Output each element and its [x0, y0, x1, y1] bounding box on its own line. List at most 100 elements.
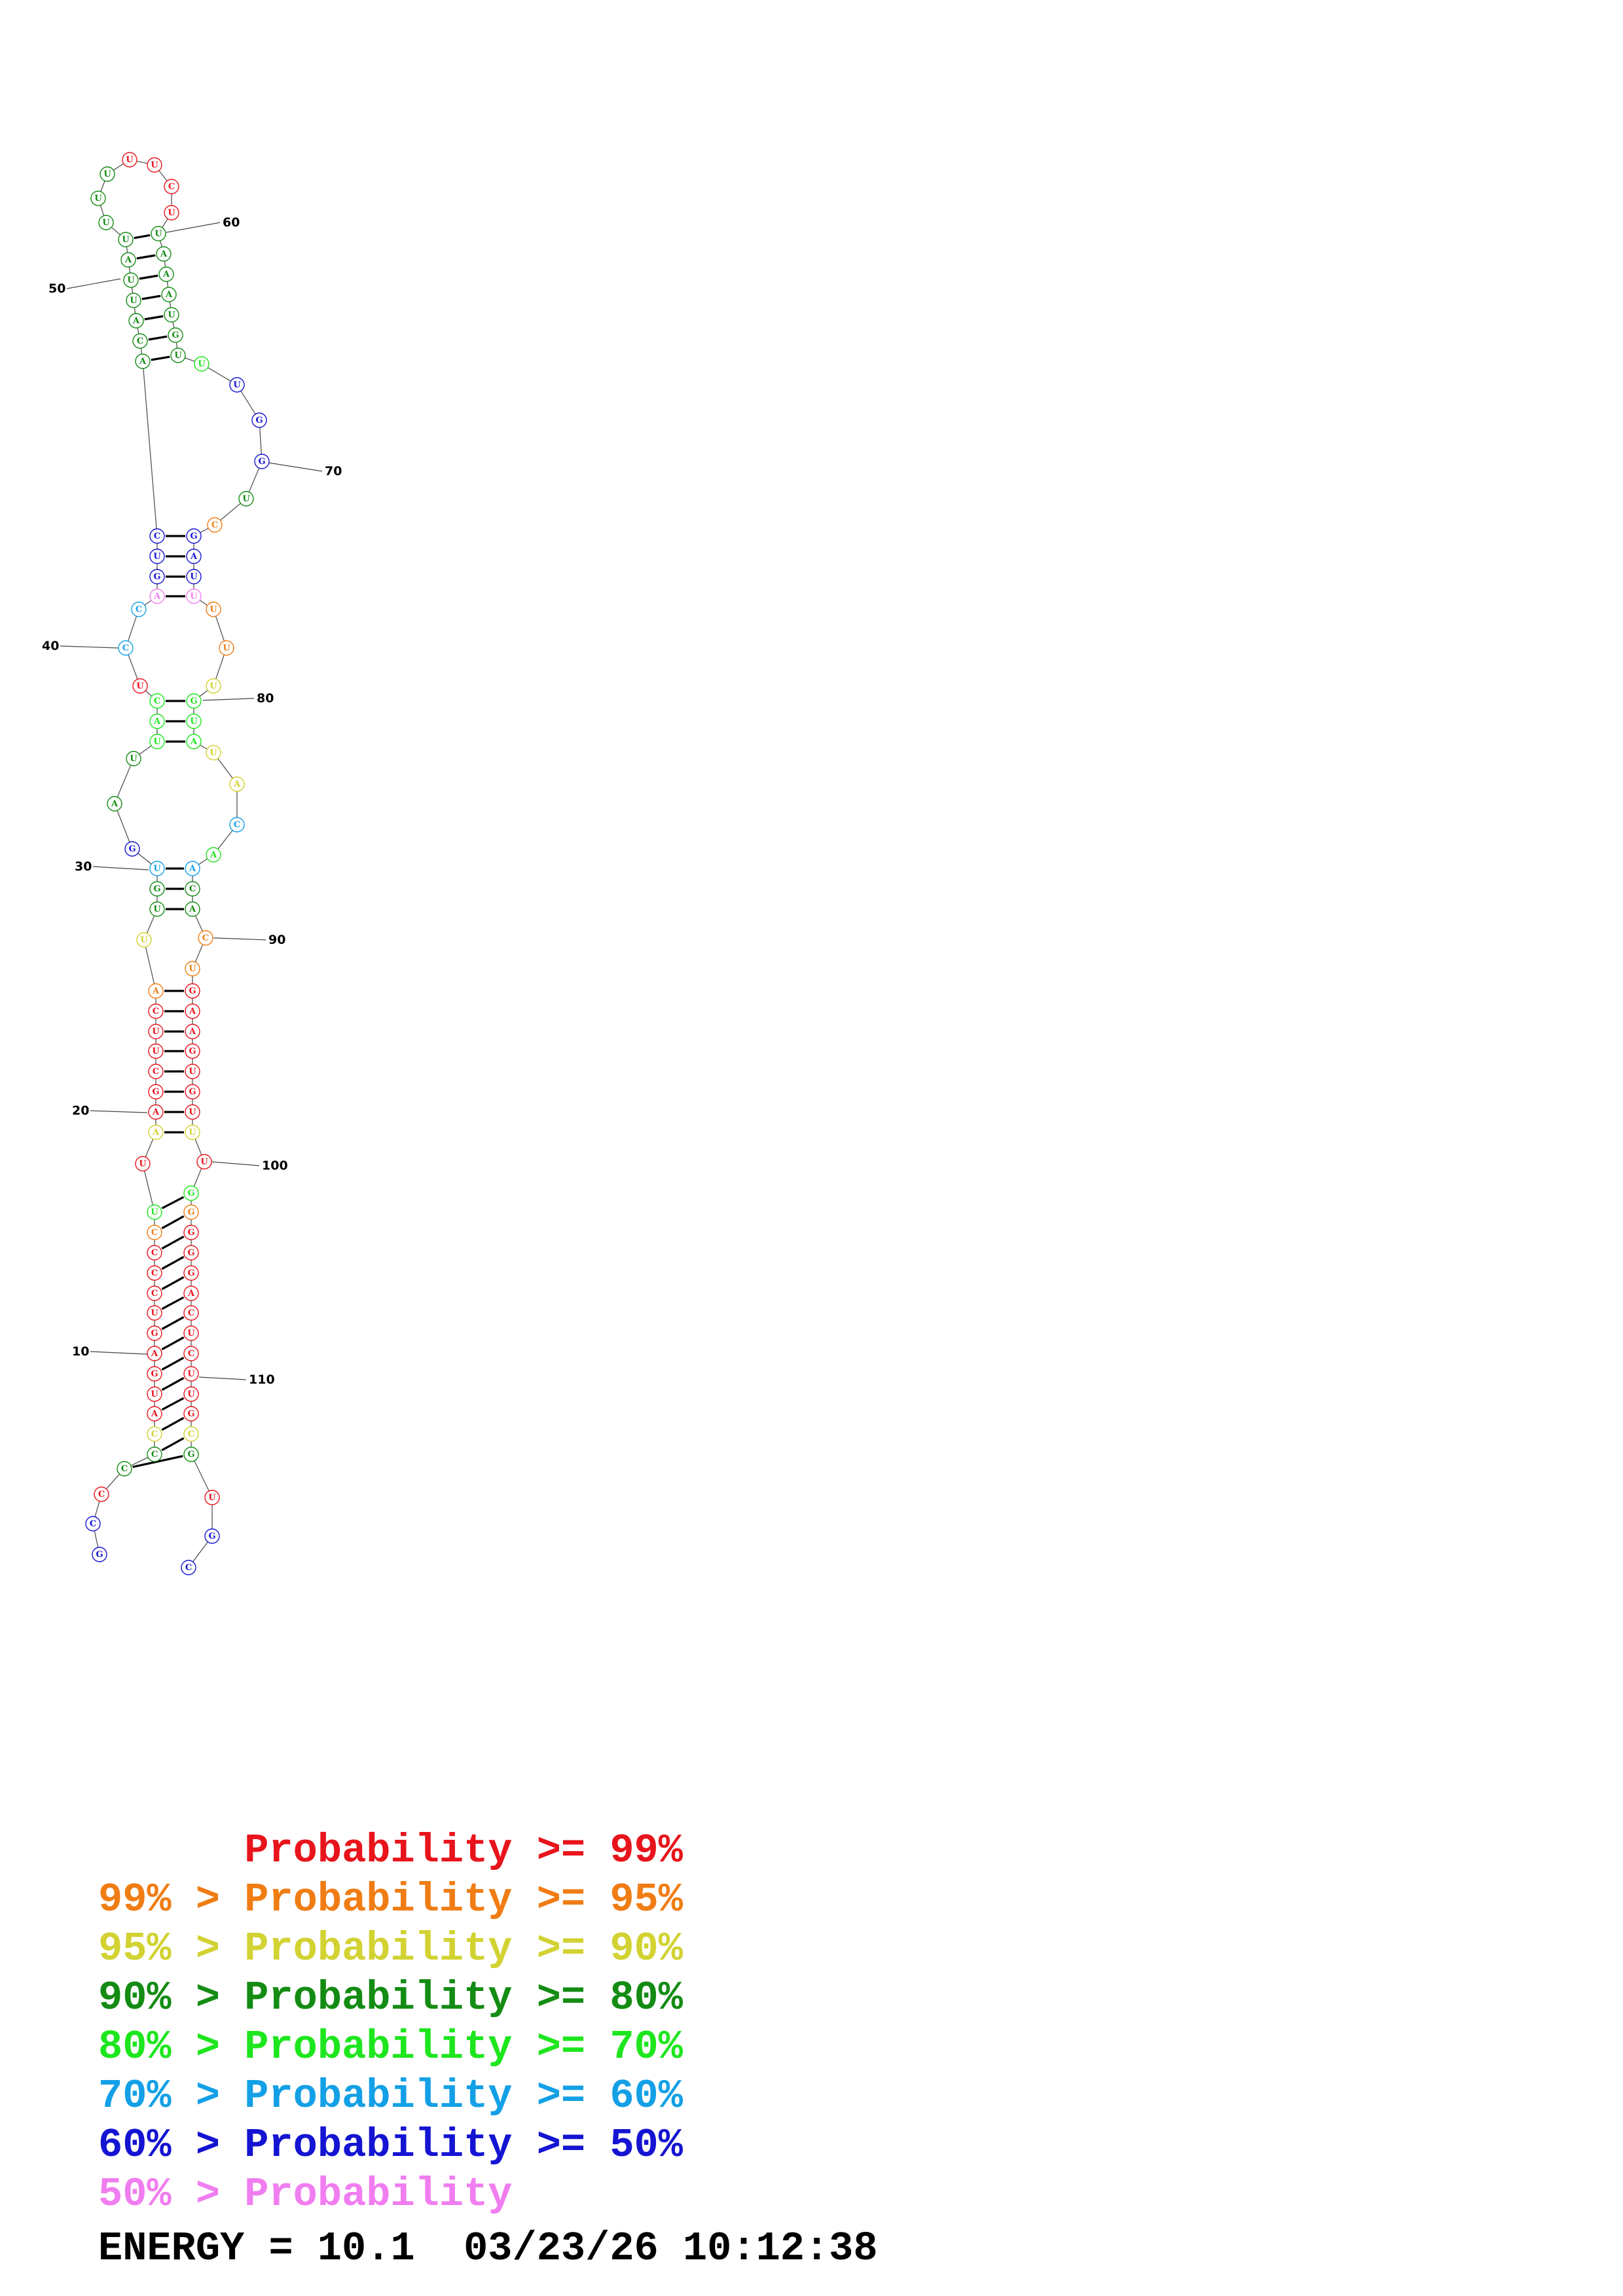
- nucleotide-circle: [198, 930, 213, 946]
- nucleotide-letter: A: [189, 864, 196, 874]
- nucleotide: G: [185, 1043, 200, 1059]
- position-ticks: 10 20 30 40 50 60 70 80 90 100 110: [42, 215, 342, 1387]
- nucleotide: A: [186, 548, 202, 564]
- nucleotide-letter: A: [187, 1289, 195, 1299]
- nucleotide: G: [147, 1325, 162, 1341]
- backbone-segment: [137, 853, 152, 865]
- nucleotide-circle: [148, 1124, 164, 1140]
- nucleotide: G: [183, 1185, 199, 1201]
- backbone-segment: [208, 367, 231, 382]
- nucleotide-circle: [148, 1024, 164, 1039]
- nucleotide-letter: C: [151, 1450, 158, 1460]
- nucleotide: U: [185, 961, 200, 977]
- backbone-segment: [217, 830, 233, 850]
- nucleotide: G: [147, 1366, 162, 1382]
- nucleotide-letter: A: [151, 1349, 158, 1359]
- nucleotide-letter: A: [189, 905, 196, 914]
- nucleotide: G: [149, 881, 165, 897]
- nucleotide-circle: [147, 1204, 162, 1220]
- nucleotide: C: [118, 640, 134, 656]
- nucleotide-letter: G: [128, 844, 136, 854]
- backbone-segment: [144, 600, 152, 606]
- nucleotide: C: [94, 1486, 109, 1502]
- nucleotide-letter: G: [189, 986, 196, 996]
- position-label: 80: [257, 691, 274, 706]
- nucleotide-letter: A: [139, 357, 147, 367]
- base-pair-bond: [161, 1276, 185, 1291]
- nucleotide: U: [183, 1366, 199, 1382]
- backbone-segment: [117, 764, 132, 798]
- nucleotide-letter: U: [187, 1390, 195, 1399]
- nucleotide-letter: A: [190, 552, 198, 562]
- legend-text: Probability >= 50%: [244, 2122, 683, 2168]
- nucleotide-letter: A: [151, 1409, 158, 1419]
- nucleotide-letter: U: [233, 380, 241, 390]
- nucleotide-letter: U: [198, 359, 206, 369]
- backbone-segment: [199, 600, 208, 606]
- nucleotide: C: [147, 1225, 162, 1240]
- nucleotide-letter: C: [153, 1007, 159, 1016]
- nucleotide-circle: [132, 333, 148, 349]
- backbone-layer: [94, 160, 262, 1562]
- energy-and-timestamp: ENERGY = 10.1 03/23/26 10:12:38: [98, 2225, 878, 2272]
- nucleotide-circle: [186, 528, 202, 544]
- nucleotide: C: [117, 1461, 132, 1477]
- base-pair-bond: [161, 1416, 185, 1431]
- nucleotide: C: [147, 1265, 162, 1281]
- nucleotide-circle: [147, 1245, 162, 1261]
- nucleotide-circle: [206, 601, 221, 617]
- nucleotide-letter: U: [102, 218, 110, 228]
- nucleotide-letter: C: [189, 884, 196, 894]
- nucleotide-letter: U: [122, 235, 130, 245]
- position-tick-line: [213, 937, 266, 941]
- nucleotide-letter: A: [160, 249, 168, 259]
- nucleotide-letter: U: [151, 1308, 158, 1318]
- nucleotide: U: [147, 1305, 162, 1321]
- nucleotide: G: [148, 1084, 164, 1100]
- backbone-segment: [185, 357, 195, 362]
- nucleotide-letter: U: [242, 494, 250, 504]
- backbone-segment: [113, 163, 124, 171]
- base-pair-bond: [161, 1376, 185, 1391]
- position-tick-line: [90, 1351, 148, 1355]
- nucleotide-letter: A: [132, 316, 140, 326]
- nucleotide-letter: U: [155, 229, 162, 239]
- nucleotide-letter: C: [151, 1248, 158, 1258]
- backbone-segment: [117, 810, 130, 842]
- nucleotide-circle: [148, 1043, 164, 1059]
- nucleotide: A: [107, 796, 122, 812]
- backbone-segment: [166, 281, 169, 288]
- backbone-segment: [192, 1541, 208, 1562]
- position-label: 110: [249, 1372, 275, 1387]
- nucleotide: A: [186, 734, 202, 749]
- backbone-segment: [145, 1138, 154, 1158]
- nucleotide: U: [185, 1104, 200, 1120]
- nucleotide-circle: [120, 252, 136, 268]
- nucleotide-letter: U: [152, 1047, 160, 1056]
- nucleotide: A: [183, 1285, 199, 1301]
- base-pair-bond: [161, 1215, 185, 1230]
- backbone-segment: [139, 745, 152, 755]
- nucleotide-circle: [206, 847, 221, 863]
- nucleotide: U: [149, 861, 165, 876]
- base-pair-bond: [161, 1235, 185, 1250]
- nucleotide-letter: U: [210, 605, 217, 615]
- nucleotide-letter: G: [153, 572, 160, 582]
- nucleotide-circle: [183, 1325, 199, 1341]
- nucleotide: C: [85, 1516, 101, 1532]
- nucleotide: U: [183, 1386, 199, 1402]
- backbone-segment: [100, 181, 105, 192]
- nucleotide: C: [147, 1426, 162, 1442]
- legend-row: 99% > Probability >= 95%: [98, 1875, 683, 1924]
- nucleotide-letter: U: [190, 572, 198, 582]
- legend-text: Probability >= 80%: [244, 1975, 683, 2021]
- nucleotide: C: [132, 333, 148, 349]
- backbone-segment: [100, 205, 105, 216]
- nucleotide-circle: [229, 817, 245, 833]
- nucleotide: U: [135, 1156, 151, 1172]
- nucleotide: U: [164, 205, 179, 221]
- nucleotide-circle: [186, 713, 202, 729]
- nucleotide-letter: U: [152, 1027, 160, 1037]
- nucleotide-letter: U: [127, 276, 135, 285]
- nucleotide: C: [229, 817, 245, 833]
